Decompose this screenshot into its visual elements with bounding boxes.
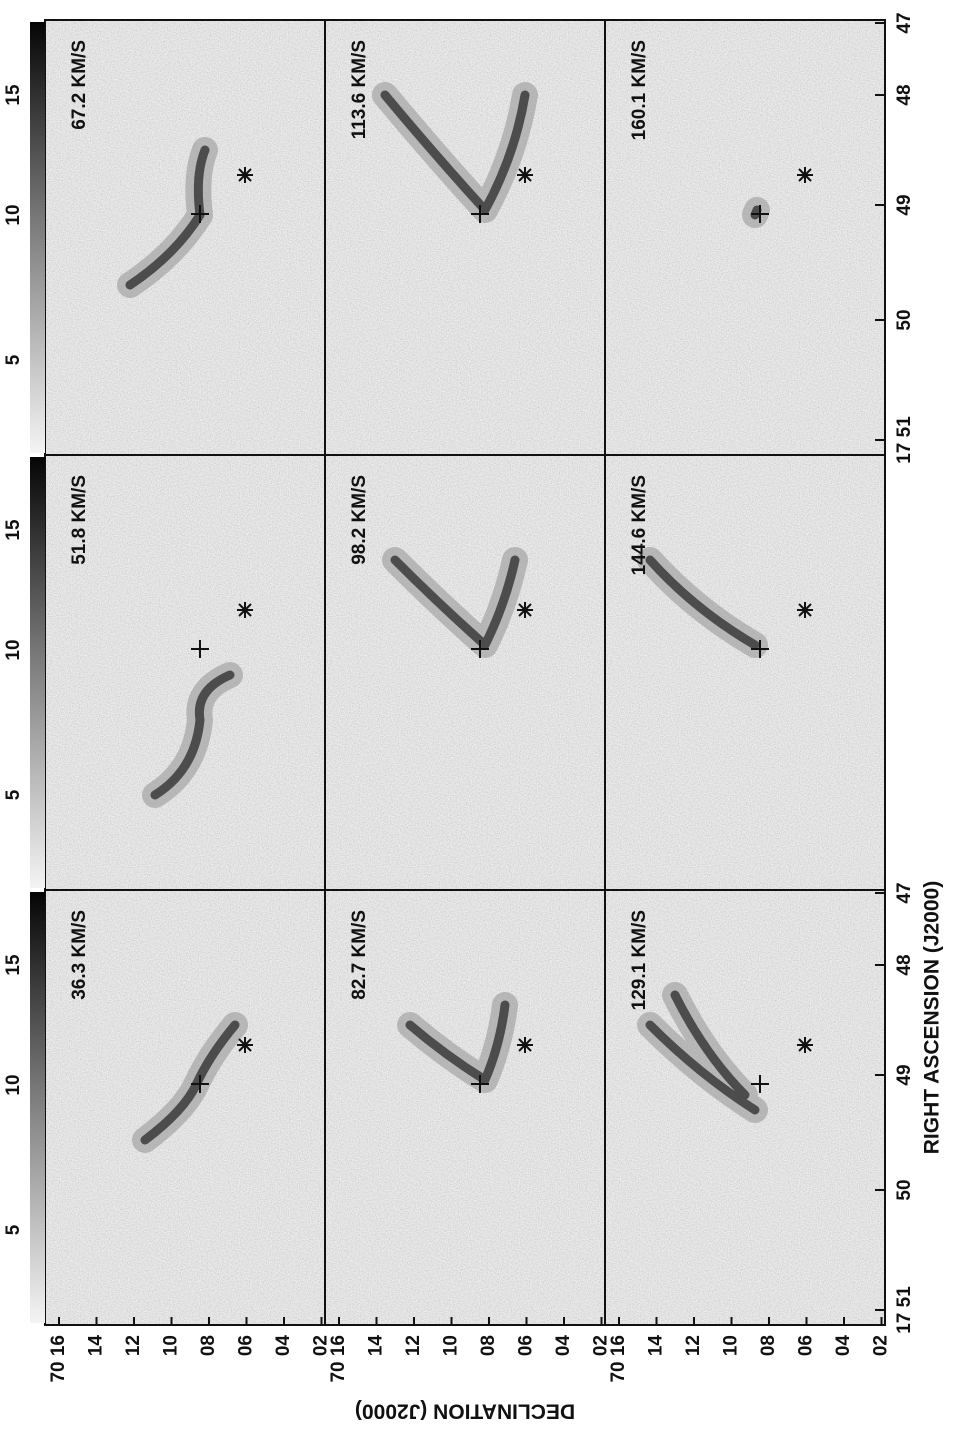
panel-noise (325, 890, 605, 1325)
velocity-label: 51.8 KM/S (69, 475, 90, 565)
velocity-label: 160.1 KM/S (629, 40, 650, 140)
dec-tick-label: 08 (758, 1335, 779, 1356)
ra-tick-label: 17 51 (894, 1286, 915, 1334)
channel-panel: 144.6 KM/S (604, 454, 886, 891)
dec-tick-label: 12 (123, 1335, 144, 1356)
dec-tick-label: 06 (236, 1335, 257, 1356)
ra-tick-label: 50 (894, 309, 915, 330)
panel-frame (604, 19, 886, 456)
star-marker (517, 167, 533, 183)
source-marker (191, 640, 209, 658)
channel-panel: 36.3 KM/S (44, 889, 326, 1326)
star-marker (517, 602, 533, 618)
star-marker (797, 167, 813, 183)
velocity-label: 67.2 KM/S (69, 40, 90, 130)
ra-tick-label: 48 (894, 954, 915, 975)
emission-core (380, 90, 530, 215)
offset-tick-label: 15 (3, 519, 24, 541)
channel-panel: 82.7 KM/S (324, 889, 606, 1326)
ra-tick-label: 17 51 (894, 416, 915, 464)
dec-tick-label: 70 16 (608, 1335, 629, 1383)
offset-tick-label: 5 (3, 789, 24, 800)
panel-noise (45, 455, 325, 890)
dec-tick-label: 06 (516, 1335, 537, 1356)
source-marker (191, 1075, 209, 1093)
star-marker (237, 167, 253, 183)
source-marker (471, 1075, 489, 1093)
emission-core (390, 555, 520, 650)
ra-tick-label: 49 (894, 1064, 915, 1085)
offset-tick-label: 5 (3, 354, 24, 365)
dec-tick-label: 14 (86, 1335, 107, 1357)
channel-panel: 113.6 KM/S (324, 19, 606, 456)
rotated-figure: 36.3 KM/S 51.8 KM/S 67.2 KM/S 82.7 KM/S 98.2… (3, 12, 944, 1422)
emission-core (405, 1000, 510, 1085)
channel-panel: 129.1 KM/S (604, 889, 886, 1326)
color-bar (30, 457, 45, 888)
channel-panel: 160.1 KM/S (604, 19, 886, 456)
panel-noise (605, 20, 885, 455)
dec-tick-label: 08 (478, 1335, 499, 1356)
offset-tick-label: 10 (3, 1074, 24, 1095)
source-marker (471, 640, 489, 658)
panel-noise (325, 20, 605, 455)
dec-tick-label: 02 (311, 1335, 332, 1356)
channel-panel: 51.8 KM/S (44, 454, 326, 891)
dec-tick-label: 02 (591, 1335, 612, 1356)
dec-tick-label: 08 (198, 1335, 219, 1356)
dec-tick-label: 04 (553, 1335, 574, 1357)
star-marker (797, 602, 813, 618)
dec-tick-label: 10 (721, 1335, 742, 1356)
source-marker (751, 205, 769, 223)
dec-tick-label: 10 (441, 1335, 462, 1356)
offset-tick-label: 10 (3, 204, 24, 225)
offset-tick-label: 15 (3, 954, 24, 976)
velocity-label: 113.6 KM/S (349, 40, 370, 139)
source-marker (751, 640, 769, 658)
offset-tick-label: 15 (3, 84, 24, 106)
source-marker (471, 205, 489, 223)
offset-tick-label: 10 (3, 639, 24, 660)
color-bar (30, 22, 45, 453)
panel-noise (605, 455, 885, 890)
ra-tick-label: 49 (894, 194, 915, 215)
dec-tick-label: 14 (646, 1335, 667, 1357)
ra-tick-label: 48 (894, 84, 915, 105)
dec-tick-label: 12 (683, 1335, 704, 1356)
velocity-label: 36.3 KM/S (69, 910, 90, 1000)
channel-panel: 98.2 KM/S (324, 454, 606, 891)
star-marker (517, 1037, 533, 1053)
emission-core (645, 990, 760, 1115)
emission-core (645, 555, 760, 650)
channel-panel: 67.2 KM/S (44, 19, 326, 456)
velocity-label: 144.6 KM/S (629, 475, 650, 575)
dec-axis-label: DECLINATION (J2000) (355, 1399, 575, 1422)
dec-tick-label: 70 16 (48, 1335, 69, 1383)
velocity-label: 129.1 KM/S (629, 910, 650, 1010)
dec-tick-label: 14 (366, 1335, 387, 1357)
star-marker (237, 1037, 253, 1053)
source-marker (751, 1075, 769, 1093)
velocity-label: 82.7 KM/S (349, 910, 370, 1000)
ra-tick-label: 50 (894, 1179, 915, 1200)
ra-tick-label: 47 (894, 882, 915, 903)
dec-tick-label: 06 (796, 1335, 817, 1356)
dec-tick-label: 70 16 (328, 1335, 349, 1383)
dec-tick-label: 02 (871, 1335, 892, 1356)
source-marker (191, 205, 209, 223)
velocity-label: 98.2 KM/S (349, 475, 370, 565)
star-marker (797, 1037, 813, 1053)
emission-core (150, 670, 235, 800)
star-marker (237, 602, 253, 618)
dec-tick-label: 10 (161, 1335, 182, 1356)
ra-tick-label: 47 (894, 12, 915, 33)
dec-tick-label: 04 (833, 1335, 854, 1357)
dec-tick-label: 04 (273, 1335, 294, 1357)
color-bar (30, 892, 45, 1323)
dec-tick-label: 12 (403, 1335, 424, 1356)
ra-axis-label: RIGHT ASCENSION (J2000) (921, 881, 944, 1154)
offset-tick-label: 5 (3, 1224, 24, 1235)
